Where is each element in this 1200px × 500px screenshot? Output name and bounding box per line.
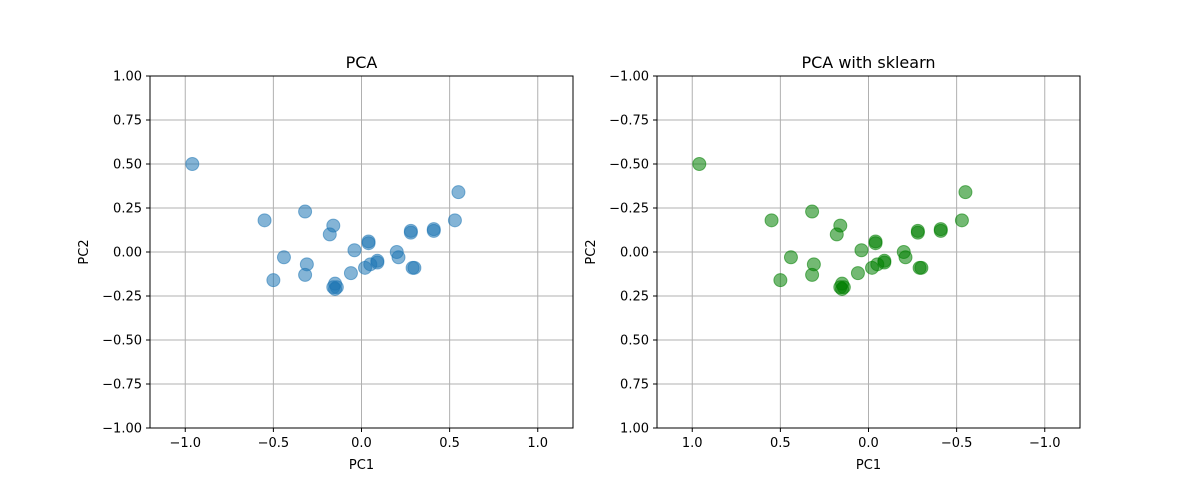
left-scatter-point	[405, 260, 420, 275]
right-chart-title: PCA with sklearn	[801, 53, 935, 72]
left-scatter-point	[328, 281, 343, 296]
left-scatter-point	[276, 250, 291, 265]
right-y-ticks: 1.00 0.75 0.50 0.25 0.00 −0.25 −0.50 −0.75 −1.00	[609, 70, 657, 437]
right-scatter-point	[805, 267, 820, 282]
left-scatter-point	[298, 267, 313, 282]
left-y-tick-label: −0.50	[102, 334, 142, 349]
left-scatter-point	[185, 157, 200, 171]
left-x-tick-label: −1.0	[169, 436, 201, 451]
right-x-axis-label: PC1	[856, 458, 881, 473]
right-scatter-point	[835, 281, 850, 296]
right-y-tick-label: 0.00	[620, 246, 649, 261]
left-y-axis-label: PC2	[77, 239, 92, 264]
right-scatter-point	[912, 260, 927, 275]
right-y-axis-label: PC2	[584, 239, 599, 264]
right-scatter-point	[764, 213, 779, 228]
right-x-ticks: 1.0 0.5 0.0 −0.5 −1.0	[682, 428, 1061, 451]
right-scatter-point	[954, 213, 969, 228]
left-scatter-point	[426, 222, 441, 237]
right-scatter-point	[877, 255, 892, 270]
right-x-tick-label: 0.5	[770, 436, 791, 451]
right-y-tick-label: −0.75	[609, 114, 649, 129]
right-y-tick-label: −1.00	[609, 70, 649, 85]
left-scatter-point	[266, 273, 281, 288]
left-x-tick-label: 0.5	[439, 436, 460, 451]
left-scatter-point	[322, 227, 337, 242]
right-scatter-point	[783, 250, 798, 265]
right-scatter-point	[854, 243, 869, 258]
right-points	[692, 157, 973, 296]
right-y-tick-label: −0.25	[609, 202, 649, 217]
left-x-tick-label: 0.0	[351, 436, 372, 451]
right-chart-pca-sklearn: 1.0 0.5 0.0 −0.5 −1.0 1.00 0.75 0.50 0.25 0.00 −0…	[584, 53, 1081, 473]
left-y-tick-label: 0.75	[113, 114, 142, 129]
left-x-tick-label: −0.5	[258, 436, 290, 451]
left-y-ticks: −1.00 −0.75 −0.50 −0.25 0.00 0.25 0.50 0.75 1.00	[102, 70, 150, 437]
left-chart-pca: −1.0 −0.5 0.0 0.5 1.0 −1.00 −0.75 −0.50 −0.25 0.…	[77, 53, 574, 473]
left-y-tick-label: −0.75	[102, 378, 142, 393]
left-points	[185, 157, 466, 296]
right-scatter-point	[910, 223, 925, 238]
left-x-ticks: −1.0 −0.5 0.0 0.5 1.0	[169, 428, 548, 451]
left-scatter-point	[343, 266, 358, 281]
right-y-tick-label: 1.00	[620, 422, 649, 437]
right-x-tick-label: −0.5	[941, 436, 973, 451]
right-scatter-point	[692, 157, 707, 171]
left-y-tick-label: −1.00	[102, 422, 142, 437]
left-y-tick-label: 0.25	[113, 202, 142, 217]
right-x-tick-label: 0.0	[858, 436, 879, 451]
left-x-axis-label: PC1	[349, 458, 374, 473]
left-y-tick-label: 0.00	[113, 246, 142, 261]
right-scatter-point	[829, 227, 844, 242]
right-x-tick-label: 1.0	[682, 436, 703, 451]
left-scatter-point	[403, 223, 418, 238]
right-y-tick-label: 0.50	[620, 334, 649, 349]
left-x-tick-label: 1.0	[527, 436, 548, 451]
left-scatter-point	[347, 243, 362, 258]
right-scatter-point	[958, 185, 973, 200]
left-scatter-point	[257, 213, 272, 228]
left-chart-title: PCA	[346, 53, 378, 72]
left-scatter-point	[451, 185, 466, 200]
left-scatter-point	[298, 204, 313, 219]
right-scatter-point	[868, 236, 883, 251]
left-scatter-point	[447, 213, 462, 228]
left-y-tick-label: 0.50	[113, 158, 142, 173]
right-scatter-point	[933, 222, 948, 237]
left-y-tick-label: −0.25	[102, 290, 142, 305]
left-y-tick-label: 1.00	[113, 70, 142, 85]
right-y-tick-label: 0.75	[620, 378, 649, 393]
right-x-tick-label: −1.0	[1029, 436, 1061, 451]
left-scatter-point	[361, 236, 376, 251]
right-scatter-point	[850, 266, 865, 281]
right-y-tick-label: 0.25	[620, 290, 649, 305]
left-scatter-point	[391, 250, 406, 265]
left-scatter-point	[370, 255, 385, 270]
right-scatter-point	[773, 273, 788, 288]
right-scatter-point	[898, 250, 913, 265]
right-y-tick-label: −0.50	[609, 158, 649, 173]
right-scatter-point	[805, 204, 820, 219]
